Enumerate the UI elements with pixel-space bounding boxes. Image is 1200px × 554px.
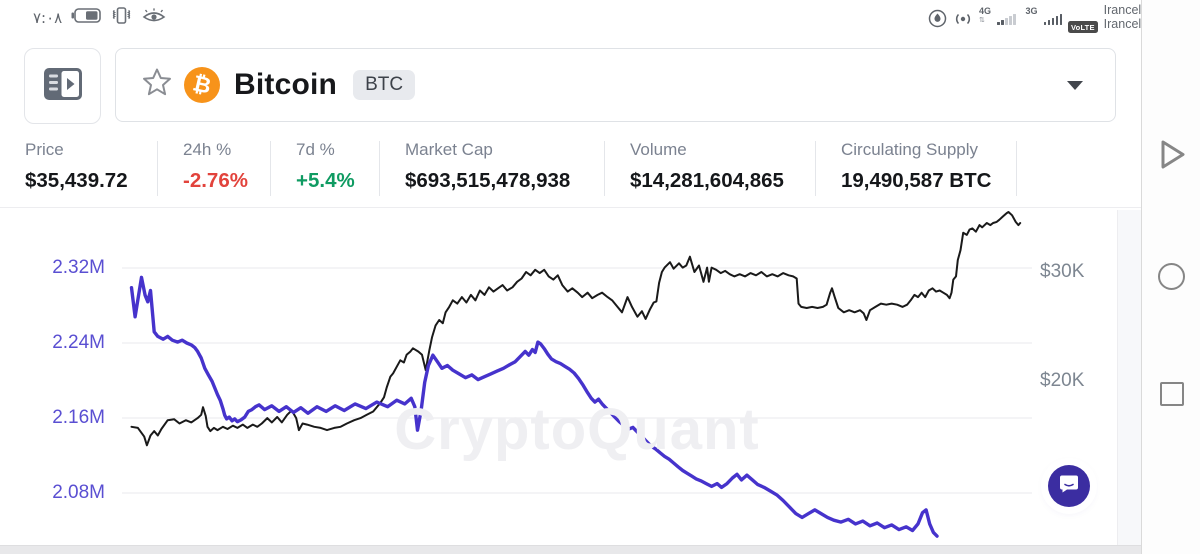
stat-label: Market Cap bbox=[405, 140, 493, 159]
stat-value: $693,515,478,938 bbox=[405, 169, 571, 192]
stat-market-cap: Market Cap $693,515,478,938 bbox=[405, 140, 570, 193]
left-axis-tick: 2.24M bbox=[52, 332, 105, 353]
home-circle-icon bbox=[1158, 263, 1185, 290]
network-4g-label: 4G bbox=[979, 6, 992, 16]
left-axis-tick: 2.08M bbox=[52, 482, 105, 503]
stat-7d: 7d % +5.4% bbox=[296, 140, 355, 193]
stat-value: 19,490,587 BTC bbox=[841, 169, 992, 192]
sim2-network: 3G bbox=[1026, 7, 1038, 16]
battery-icon bbox=[71, 8, 102, 28]
sidebar-toggle-button[interactable] bbox=[24, 48, 101, 124]
signal-bars-weak-icon bbox=[997, 13, 1016, 25]
right-axis-tick: $20K bbox=[1040, 370, 1085, 391]
volte-badge: VoLTE bbox=[1068, 21, 1098, 33]
chart-scroll-strip bbox=[1117, 210, 1141, 554]
bottom-edge-bar bbox=[0, 545, 1141, 554]
back-triangle-icon bbox=[1161, 140, 1184, 169]
nav-home-button[interactable] bbox=[1142, 263, 1200, 290]
stat-value-positive: +5.4% bbox=[296, 169, 355, 192]
nav-back-button[interactable] bbox=[1142, 139, 1200, 170]
data-saver-icon bbox=[928, 9, 947, 33]
recents-square-icon bbox=[1159, 382, 1184, 406]
android-nav-bar bbox=[1141, 0, 1200, 554]
stat-circulating-supply: Circulating Supply 19,490,587 BTC bbox=[841, 140, 991, 193]
stat-label: Price bbox=[25, 140, 64, 159]
chevron-down-icon[interactable] bbox=[1067, 81, 1083, 90]
carrier-name-1: Irancell bbox=[1103, 3, 1144, 17]
favorite-star-icon[interactable] bbox=[141, 67, 173, 103]
updown-arrows-icon: ⇅ bbox=[979, 17, 985, 24]
btc-exchange-reserve-line bbox=[129, 275, 939, 538]
stat-value: $35,439.72 bbox=[25, 169, 128, 192]
chat-bubble-icon bbox=[1059, 474, 1079, 498]
stat-label: 7d % bbox=[296, 140, 335, 159]
stats-row: Price $35,439.72 24h % -2.76% 7d % +5.4%… bbox=[0, 133, 1141, 208]
bitcoin-glyph: ₿ bbox=[190, 71, 214, 100]
chart-canvas[interactable] bbox=[0, 210, 1117, 545]
stat-volume: Volume $14,281,604,865 bbox=[630, 140, 784, 193]
left-axis-tick: 2.32M bbox=[52, 257, 105, 278]
stat-label: 24h % bbox=[183, 140, 232, 159]
status-bar: ۷:۰۸ 4G ⇅ bbox=[0, 0, 1144, 36]
sidebar-toggle-icon bbox=[43, 67, 83, 106]
eye-icon bbox=[142, 7, 166, 29]
chat-fab-button[interactable] bbox=[1048, 465, 1090, 507]
stat-value: $14,281,604,865 bbox=[630, 169, 784, 192]
stat-24h: 24h % -2.76% bbox=[183, 140, 248, 193]
right-axis-tick: $30K bbox=[1040, 261, 1085, 282]
stat-label: Circulating Supply bbox=[841, 140, 979, 159]
coin-name: Bitcoin bbox=[234, 68, 338, 101]
stat-value-negative: -2.76% bbox=[183, 169, 248, 192]
hotspot-icon bbox=[953, 9, 973, 33]
carrier-name-2: Irancell bbox=[1103, 17, 1144, 31]
coin-selector[interactable]: ₿ Bitcoin BTC bbox=[115, 48, 1116, 122]
stat-price: Price $35,439.72 bbox=[25, 140, 128, 193]
bitcoin-logo: ₿ bbox=[184, 67, 220, 103]
stat-label: Volume bbox=[630, 140, 687, 159]
nav-recents-button[interactable] bbox=[1142, 382, 1200, 406]
price-reserve-chart[interactable]: CryptoQuant 2.32M 2.24M 2.16M 2.08M $30K $20K bbox=[0, 210, 1117, 545]
signal-bars-strong-icon bbox=[1043, 13, 1063, 25]
sim1-network: 4G ⇅ bbox=[979, 7, 991, 25]
network-3g-label: 3G bbox=[1025, 6, 1038, 16]
clock: ۷:۰۸ bbox=[33, 9, 63, 27]
left-axis-tick: 2.16M bbox=[52, 407, 105, 428]
vibrate-icon bbox=[110, 7, 133, 29]
coin-symbol-badge: BTC bbox=[353, 70, 416, 100]
